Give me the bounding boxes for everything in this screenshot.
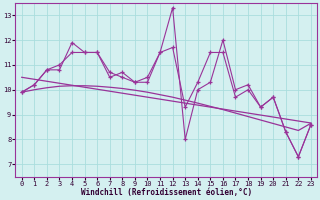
- X-axis label: Windchill (Refroidissement éolien,°C): Windchill (Refroidissement éolien,°C): [81, 188, 252, 197]
